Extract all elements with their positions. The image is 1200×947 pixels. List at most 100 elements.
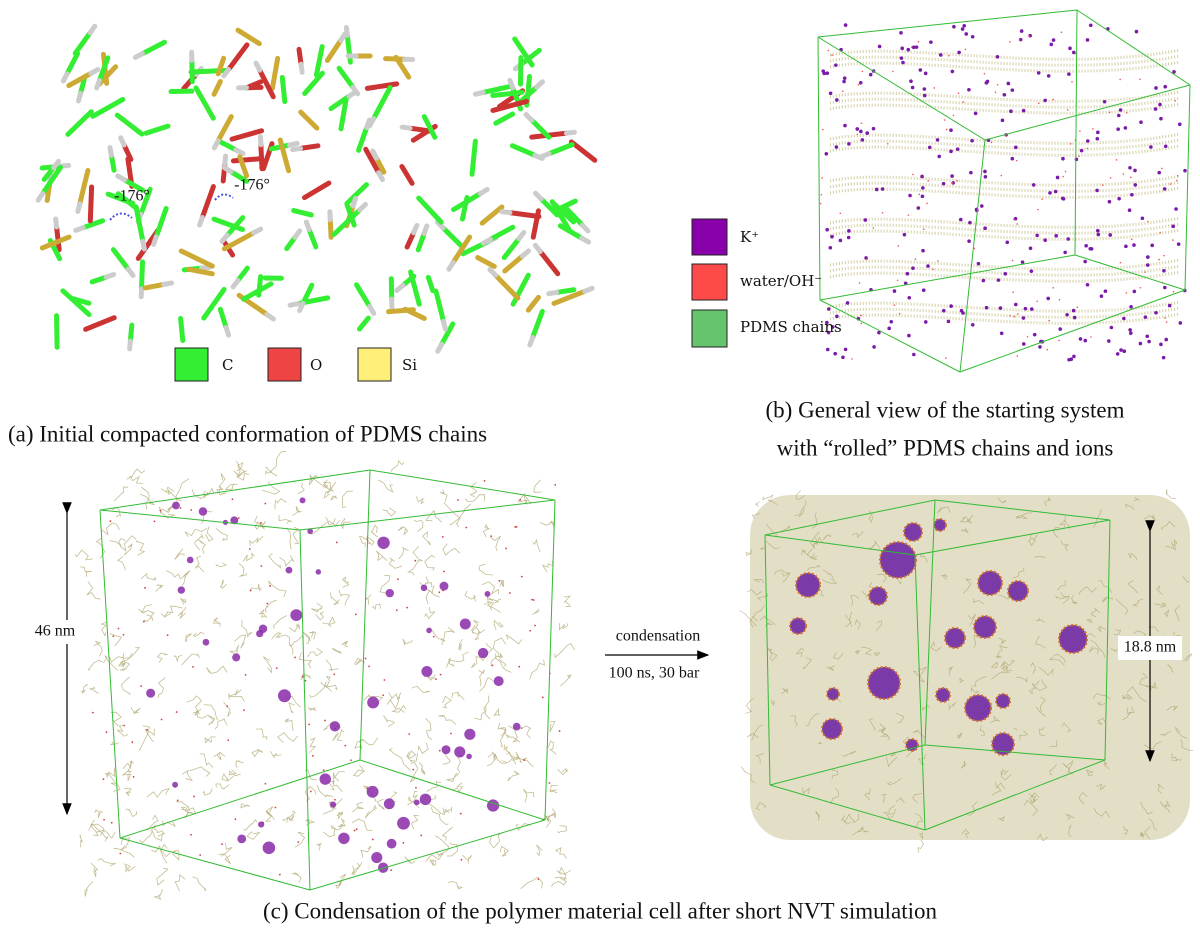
hydrogen [535, 245, 540, 251]
particle [1080, 149, 1084, 153]
particle [356, 828, 358, 830]
particle [415, 787, 417, 789]
ion-cluster [178, 586, 185, 593]
polymer-chain [391, 461, 404, 472]
particle [821, 194, 823, 196]
ion-cluster [868, 667, 900, 699]
ion-cluster [338, 833, 349, 844]
particle [1035, 234, 1039, 238]
bond [428, 277, 432, 290]
polymer-chain [354, 765, 365, 776]
particle [1017, 355, 1019, 357]
polymer-chain [323, 828, 335, 837]
polymer-chain [309, 738, 315, 753]
polymer-chain [410, 762, 418, 782]
particle [1183, 169, 1187, 173]
particle [144, 587, 146, 589]
particle [1117, 197, 1121, 201]
particle [1163, 187, 1167, 191]
hydrogen [128, 269, 133, 275]
particle [942, 182, 946, 186]
particle [946, 129, 948, 131]
hydrogen [97, 81, 100, 89]
particle [406, 607, 408, 609]
particle [1158, 259, 1160, 261]
polymer-chain [124, 864, 135, 872]
particle [368, 666, 370, 668]
ion-cluster [387, 839, 397, 849]
particle [889, 320, 893, 324]
legend-swatch [358, 348, 391, 381]
particle [521, 727, 523, 729]
particle [952, 182, 954, 184]
particle [276, 667, 278, 669]
polymer-chain [560, 675, 571, 686]
polymer-chain [273, 616, 286, 629]
particle [961, 27, 965, 31]
hydrogen [222, 235, 227, 241]
legend-label: Si [402, 356, 417, 374]
polymer-chain [236, 761, 243, 768]
polymer-chain [324, 488, 330, 498]
polymer-chain [471, 482, 477, 497]
particle [833, 352, 837, 356]
particle [996, 55, 1000, 59]
particle [927, 180, 929, 182]
particle [302, 675, 304, 677]
polymer-chain [230, 690, 241, 697]
hydrogen [379, 173, 383, 180]
legend-label: K⁺ [740, 228, 759, 246]
particle [1150, 244, 1154, 248]
polymer-chain [445, 807, 452, 813]
particle [918, 194, 920, 196]
bond [218, 117, 231, 141]
particle [492, 665, 494, 667]
hydrogen [438, 344, 442, 351]
hydrogen [373, 151, 377, 158]
polymer-chain [756, 502, 760, 507]
polymer-chain [443, 827, 453, 840]
bond [402, 167, 412, 184]
polymer-chain [403, 639, 413, 645]
ion-cluster [300, 497, 306, 503]
particle [305, 680, 307, 682]
particle [1084, 244, 1088, 248]
particle [533, 599, 535, 601]
polymer-chain [558, 769, 569, 775]
ion-cluster [1008, 581, 1028, 601]
hydrogen [164, 283, 172, 284]
particle [969, 171, 973, 175]
polymer-chain [452, 692, 465, 700]
particle [1089, 23, 1093, 27]
box-edge [370, 470, 555, 500]
particle [1162, 356, 1166, 360]
polymer-chain [234, 635, 245, 648]
particle [971, 323, 975, 327]
box-edge [1077, 10, 1190, 85]
particle [1109, 111, 1111, 113]
particle [1116, 352, 1120, 356]
polymer-chain [342, 577, 349, 587]
polymer-chain [172, 850, 179, 860]
particle [831, 54, 833, 56]
particle [825, 71, 829, 75]
particle [1066, 237, 1070, 241]
caption: (b) General view of the starting system [766, 397, 1125, 422]
particle [1141, 216, 1145, 220]
bond [490, 227, 512, 239]
ion-cluster [320, 773, 331, 784]
particle [160, 510, 162, 512]
particle [980, 204, 984, 208]
polymer-chain [355, 740, 364, 750]
polymer-chain [247, 832, 259, 840]
particle [951, 70, 955, 74]
polymer-chain [564, 596, 570, 607]
polymer-chain [157, 868, 168, 885]
particle [1073, 316, 1077, 320]
particle [143, 621, 145, 623]
particle [841, 355, 845, 359]
particle [967, 88, 971, 92]
particle [907, 334, 911, 338]
polymer-chain [490, 536, 500, 551]
polymer-chain [278, 635, 293, 654]
